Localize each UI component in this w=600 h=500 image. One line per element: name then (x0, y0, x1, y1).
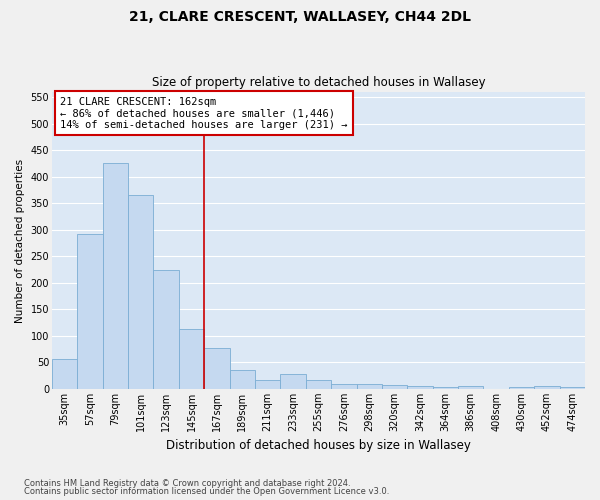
Bar (356, 384, 382, 389)
Bar (179, 329, 204, 389)
Text: Contains public sector information licensed under the Open Government Licence v3: Contains public sector information licen… (24, 487, 389, 496)
Bar (560, 387, 585, 389)
Bar (280, 374, 306, 389)
Bar (230, 370, 255, 389)
Text: 21 CLARE CRESCENT: 162sqm
← 86% of detached houses are smaller (1,446)
14% of se: 21 CLARE CRESCENT: 162sqm ← 86% of detac… (60, 96, 347, 130)
Title: Size of property relative to detached houses in Wallasey: Size of property relative to detached ho… (152, 76, 485, 90)
Bar (509, 388, 534, 389)
Bar (154, 270, 179, 389)
Bar (204, 348, 230, 389)
Bar (331, 384, 356, 389)
Bar (128, 196, 154, 389)
Bar (407, 386, 433, 389)
Bar (52, 358, 77, 389)
Bar (103, 162, 128, 389)
Text: 21, CLARE CRESCENT, WALLASEY, CH44 2DL: 21, CLARE CRESCENT, WALLASEY, CH44 2DL (129, 10, 471, 24)
Bar (255, 380, 280, 389)
Bar (433, 387, 458, 389)
X-axis label: Distribution of detached houses by size in Wallasey: Distribution of detached houses by size … (166, 440, 471, 452)
Y-axis label: Number of detached properties: Number of detached properties (15, 158, 25, 322)
Bar (306, 380, 331, 389)
Text: Contains HM Land Registry data © Crown copyright and database right 2024.: Contains HM Land Registry data © Crown c… (24, 478, 350, 488)
Bar (382, 384, 407, 389)
Bar (77, 234, 103, 389)
Bar (534, 386, 560, 389)
Bar (458, 386, 484, 389)
